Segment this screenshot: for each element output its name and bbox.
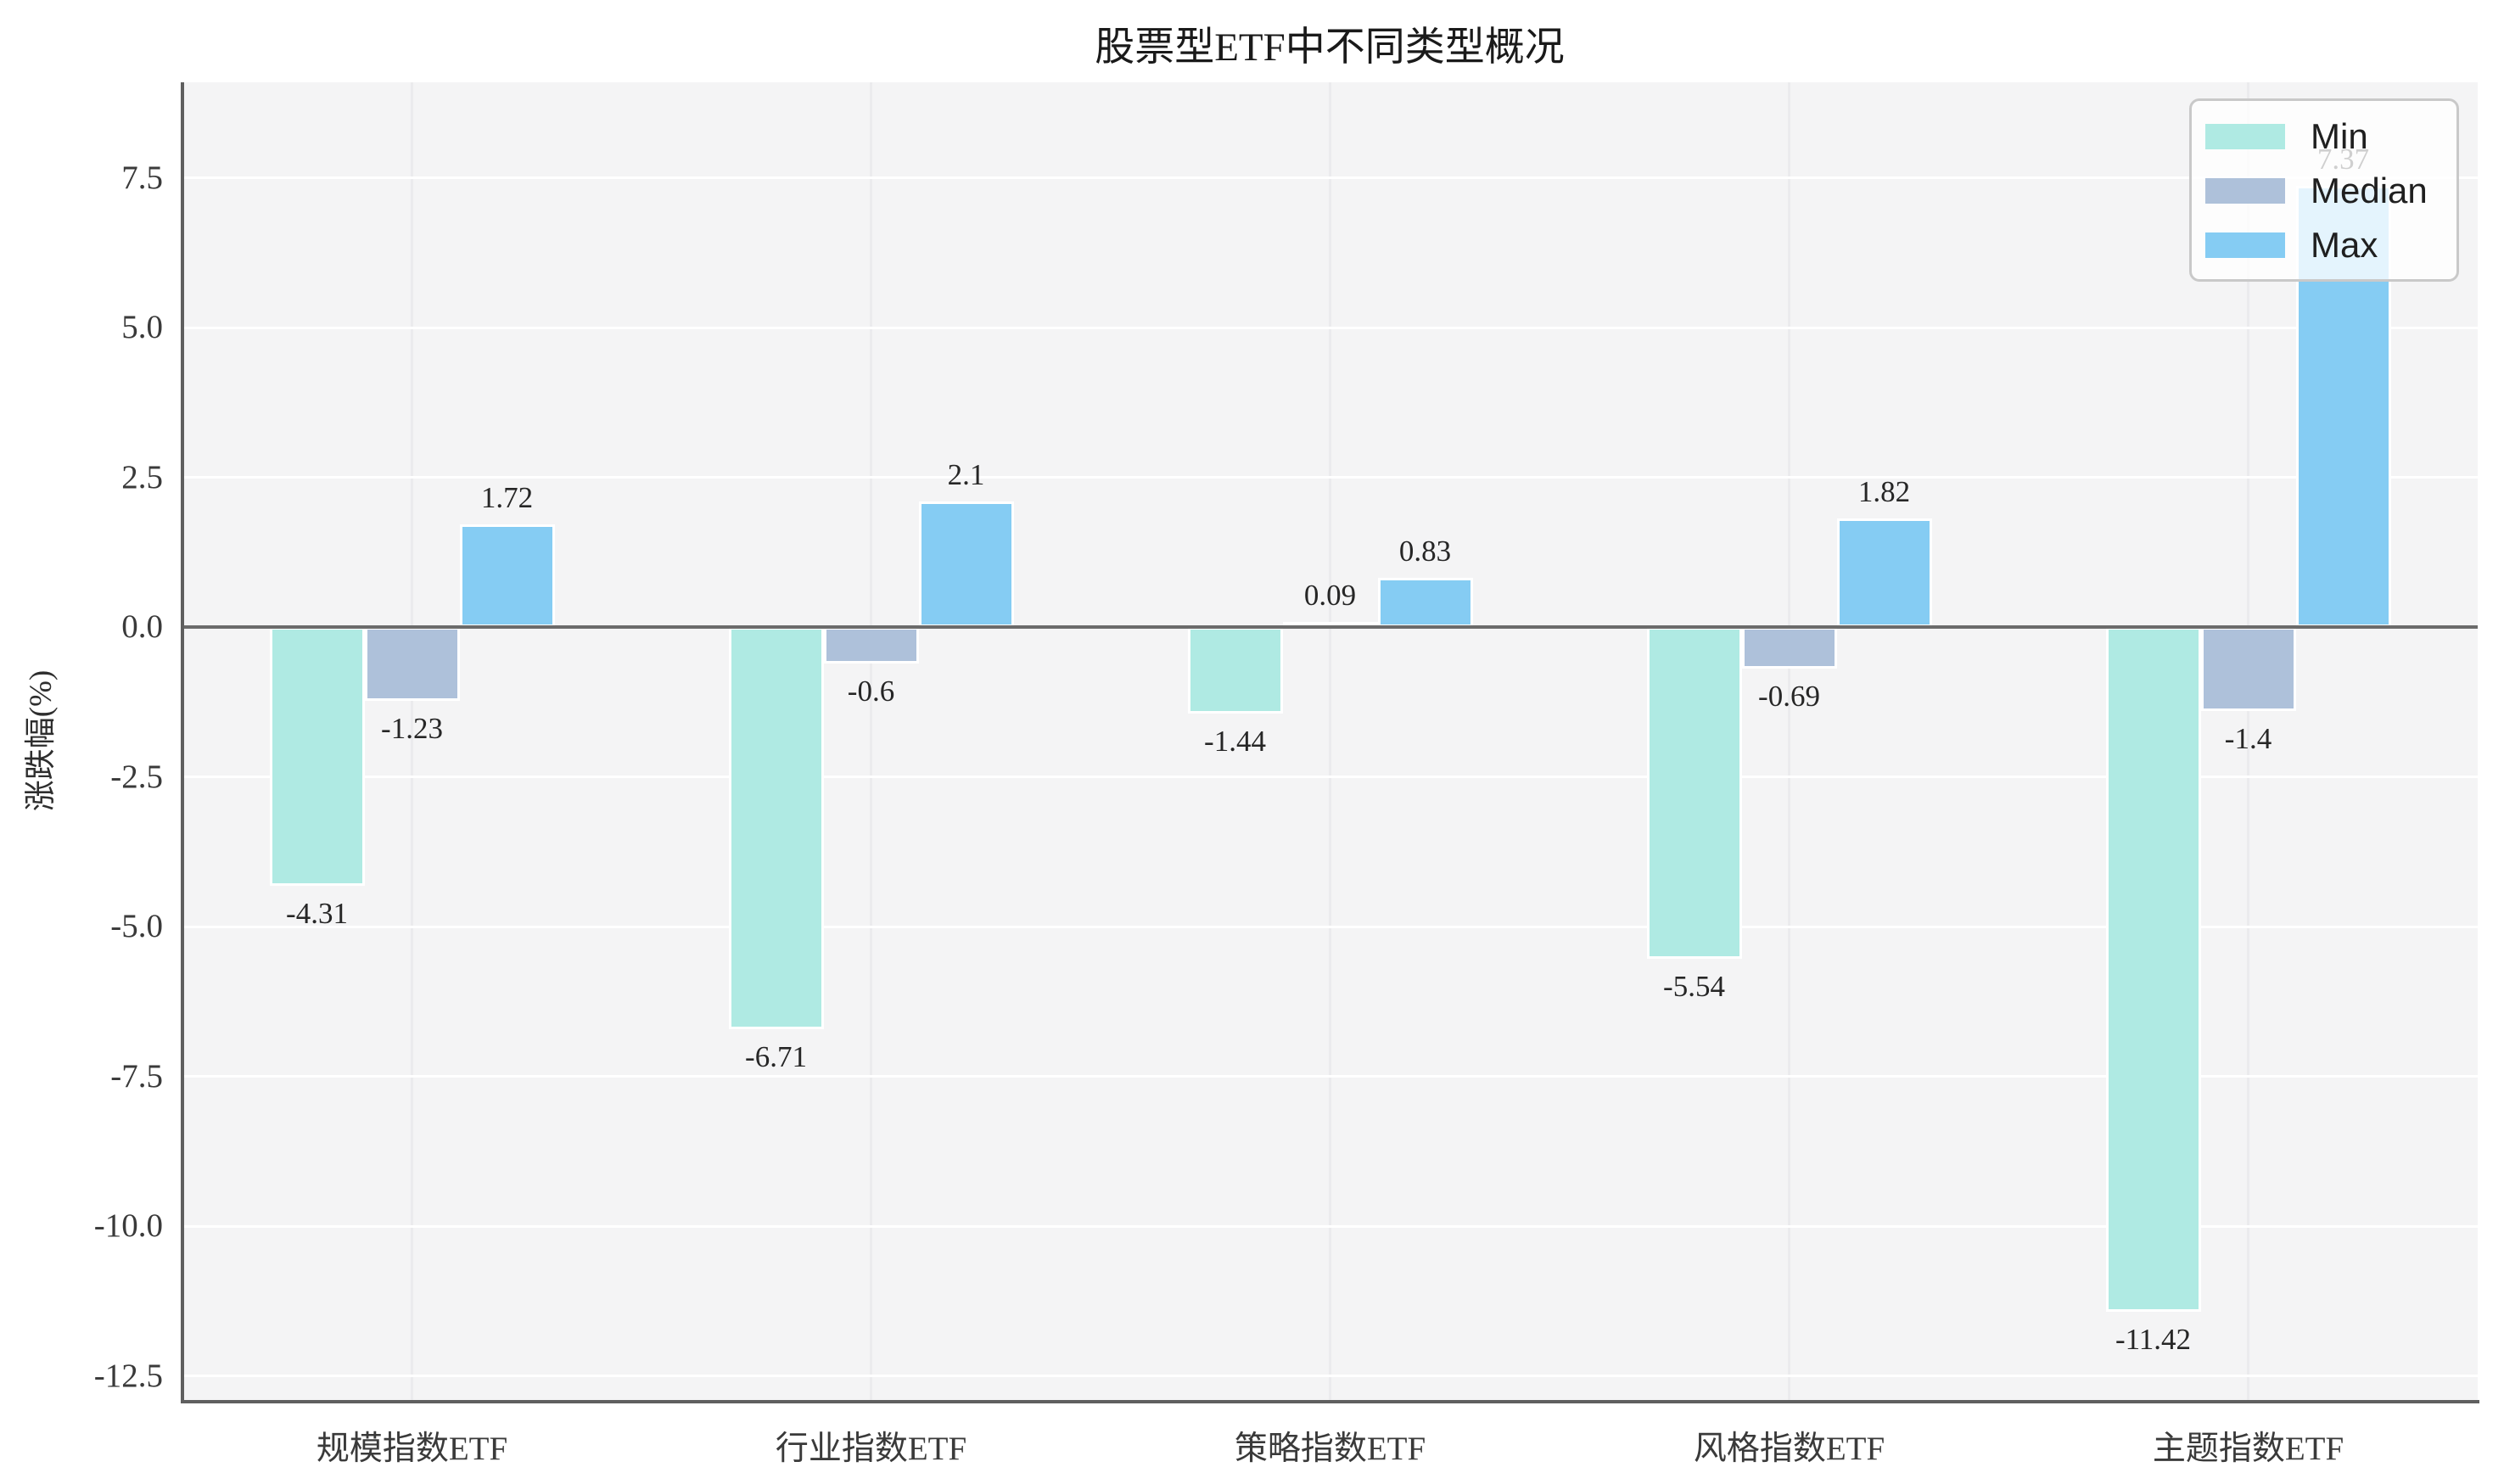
y-tick-label: -5.0	[110, 908, 163, 945]
value-label: 1.72	[480, 480, 534, 514]
legend-swatch-max	[2205, 232, 2285, 258]
x-tick-label: 行业指数ETF	[775, 1431, 967, 1467]
legend-label: Min	[2311, 116, 2368, 156]
bar-max-3	[1836, 518, 1932, 628]
horizontal-gridline	[182, 776, 2478, 779]
value-label: 1.82	[1857, 474, 1911, 508]
value-label: -1.44	[1204, 725, 1266, 759]
legend-item-min: Min	[2205, 116, 2440, 157]
y-tick-label: -7.5	[110, 1057, 163, 1095]
vertical-gridline	[411, 82, 413, 1400]
value-label: -4.31	[286, 896, 348, 930]
bar-min-2	[1187, 627, 1283, 714]
value-label: -0.69	[1758, 680, 1820, 714]
y-axis-line	[181, 82, 184, 1403]
value-label: 2.1	[947, 458, 985, 492]
x-tick-label: 策略指数ETF	[1234, 1431, 1426, 1467]
bar-max-2	[1377, 577, 1473, 628]
bar-min-4	[2105, 627, 2201, 1312]
value-label: -5.54	[1663, 970, 1725, 1004]
legend-swatch-min	[2205, 124, 2285, 149]
value-label: -1.4	[2224, 722, 2272, 756]
vertical-gridline	[1329, 82, 1331, 1400]
x-tick-label: 风格指数ETF	[1693, 1431, 1885, 1467]
horizontal-gridline	[182, 176, 2478, 180]
bar-median-1	[823, 627, 919, 664]
bar-median-4	[2200, 627, 2296, 712]
y-tick-label: -10.0	[93, 1207, 163, 1245]
value-label: -0.6	[847, 674, 895, 708]
bar-max-1	[918, 501, 1014, 628]
y-tick-label: 5.0	[121, 309, 163, 346]
vertical-gridline	[870, 82, 872, 1400]
bar-median-0	[364, 627, 460, 702]
y-tick-label: -12.5	[93, 1357, 163, 1394]
bar-min-1	[728, 627, 824, 1030]
bar-min-0	[269, 627, 365, 886]
horizontal-gridline	[182, 326, 2478, 329]
chart-title: 股票型ETF中不同类型概况	[1095, 25, 1565, 70]
vertical-gridline	[1788, 82, 1790, 1400]
x-tick-label: 规模指数ETF	[316, 1431, 508, 1467]
y-tick-label: 7.5	[121, 159, 163, 196]
vertical-gridline	[2247, 82, 2249, 1400]
plot-area: -4.31 -6.71 -1.44 -5.54 -11.42 -1.23 -0.6 0.09 -…	[182, 82, 2478, 1400]
legend: Min Median Max	[2189, 98, 2459, 282]
horizontal-gridline	[182, 1224, 2478, 1228]
legend-label: Max	[2311, 225, 2378, 265]
legend-label: Median	[2311, 171, 2428, 210]
horizontal-gridline	[182, 1075, 2478, 1078]
horizontal-gridline	[182, 925, 2478, 928]
zero-line	[182, 625, 2478, 630]
value-label: 0.09	[1303, 579, 1357, 613]
bar-max-0	[459, 524, 555, 628]
value-label: 0.83	[1398, 534, 1452, 568]
legend-item-max: Max	[2205, 225, 2440, 266]
y-tick-label: -2.5	[110, 758, 163, 795]
legend-swatch-median	[2205, 178, 2285, 204]
value-label: -6.71	[745, 1040, 807, 1074]
value-label: -1.23	[381, 712, 443, 746]
bar-median-3	[1741, 627, 1837, 669]
bar-min-3	[1646, 627, 1742, 960]
x-axis-line	[181, 1400, 2479, 1403]
value-label: -11.42	[2115, 1322, 2192, 1356]
legend-item-median: Median	[2205, 171, 2440, 211]
x-tick-label: 主题指数ETF	[2152, 1431, 2344, 1467]
horizontal-gridline	[182, 476, 2478, 479]
y-tick-label: 2.5	[121, 458, 163, 496]
y-tick-label: 0.0	[121, 608, 163, 646]
horizontal-gridline	[182, 1375, 2478, 1378]
